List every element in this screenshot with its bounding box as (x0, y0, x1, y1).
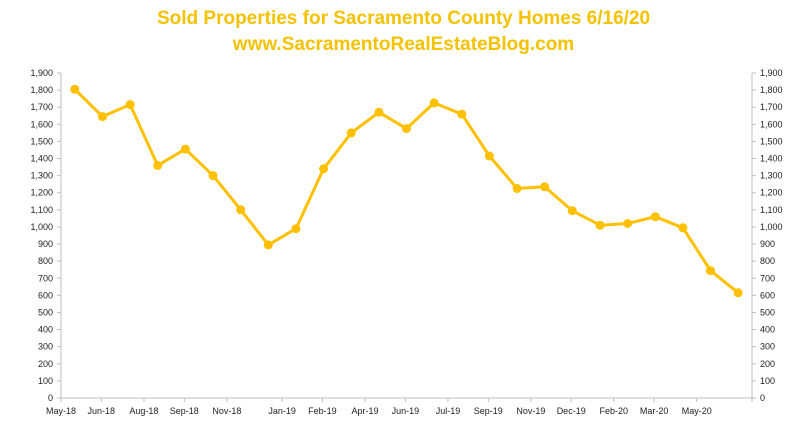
chart-title: Sold Properties for Sacramento County Ho… (156, 8, 651, 29)
y-tick-label-right: 200 (760, 359, 775, 369)
chart-title-block: Sold Properties for Sacramento County Ho… (0, 6, 807, 58)
data-point (512, 184, 522, 193)
data-point (457, 109, 467, 119)
x-tick-label: May-20 (682, 406, 712, 416)
data-point (70, 84, 80, 94)
y-tick-label-right: 1,500 (760, 136, 783, 146)
y-tick-label-right: 0 (760, 393, 765, 403)
y-tick-label-left: 400 (38, 325, 53, 335)
data-point (291, 224, 301, 234)
x-tick-label: Feb-19 (308, 406, 337, 416)
y-tick-label-left: 900 (38, 239, 53, 249)
x-tick-label: Apr-19 (352, 406, 379, 416)
data-point (678, 223, 688, 233)
data-point (402, 124, 411, 134)
y-tick-label-left: 1,700 (30, 102, 53, 112)
x-tick-label: Dec-19 (557, 406, 586, 416)
x-tick-label: Jan-19 (268, 406, 296, 416)
data-point (706, 266, 715, 276)
x-tick-label: Mar-20 (640, 406, 669, 416)
data-point (208, 171, 218, 181)
y-tick-label-right: 600 (760, 290, 775, 300)
y-tick-label-left: 100 (38, 376, 53, 386)
y-tick-label-right: 1,400 (760, 154, 783, 164)
data-point (595, 220, 605, 230)
y-tick-label-right: 1,300 (760, 171, 783, 181)
x-tick-label: Sep-18 (170, 406, 199, 416)
y-tick-label-right: 1,600 (760, 119, 783, 129)
y-tick-label-right: 900 (760, 239, 775, 249)
x-tick-label: Jul-19 (436, 406, 461, 416)
data-point (650, 212, 660, 222)
y-tick-label-left: 1,900 (30, 68, 53, 78)
y-tick-label-right: 1,700 (760, 102, 783, 112)
y-tick-label-right: 1,900 (760, 68, 783, 78)
y-tick-label-left: 800 (38, 256, 53, 266)
y-tick-label-left: 700 (38, 273, 53, 283)
y-tick-label-left: 1,000 (30, 222, 53, 232)
y-tick-label-right: 700 (760, 273, 775, 283)
y-tick-label-right: 400 (760, 325, 775, 335)
x-tick-label: Sep-19 (474, 406, 503, 416)
x-tick-label: Nov-19 (516, 406, 545, 416)
data-point (125, 100, 135, 110)
y-tick-label-left: 1,100 (30, 205, 53, 215)
chart-subtitle: www.SacramentoRealEstateBlog.com (232, 34, 575, 55)
y-tick-label-left: 500 (38, 307, 53, 317)
y-tick-label-left: 1,400 (30, 154, 53, 164)
y-tick-label-right: 800 (760, 256, 775, 266)
data-point (153, 160, 163, 170)
y-tick-label-right: 1,200 (760, 188, 783, 198)
x-tick-label: Aug-18 (129, 406, 158, 416)
data-point (429, 98, 439, 108)
y-tick-label-left: 1,300 (30, 171, 53, 181)
series-line (73, 88, 740, 294)
y-tick-label-right: 1,800 (760, 85, 783, 95)
data-point (623, 219, 633, 228)
data-point (733, 288, 743, 298)
y-tick-label-right: 500 (760, 307, 775, 317)
y-tick-label-left: 1,500 (30, 136, 53, 146)
data-point (319, 164, 329, 174)
y-tick-label-left: 1,600 (30, 119, 53, 129)
data-point (484, 151, 494, 161)
data-point (180, 144, 190, 154)
data-point (263, 240, 273, 250)
y-tick-label-left: 1,200 (30, 188, 53, 198)
y-tick-label-right: 1,100 (760, 205, 783, 215)
x-tick-label: Feb-20 (600, 406, 629, 416)
x-tick-label: Jun-18 (88, 406, 116, 416)
y-tick-label-right: 300 (760, 342, 775, 352)
data-point (540, 182, 550, 192)
data-point (346, 128, 356, 138)
y-tick-label-left: 0 (48, 393, 53, 403)
data-point (374, 107, 384, 117)
y-tick-label-left: 300 (38, 342, 53, 352)
y-tick-label-left: 600 (38, 290, 53, 300)
data-point (567, 206, 577, 216)
y-tick-label-left: 200 (38, 359, 53, 369)
x-tick-label: Nov-18 (212, 406, 241, 416)
y-tick-label-right: 1,000 (760, 222, 783, 232)
y-tick-label-right: 100 (760, 376, 775, 386)
x-tick-label: May-18 (46, 406, 76, 416)
data-point (98, 112, 107, 122)
x-tick-label: Jun-19 (392, 406, 420, 416)
data-point (236, 205, 246, 215)
y-tick-label-left: 1,800 (30, 85, 53, 95)
